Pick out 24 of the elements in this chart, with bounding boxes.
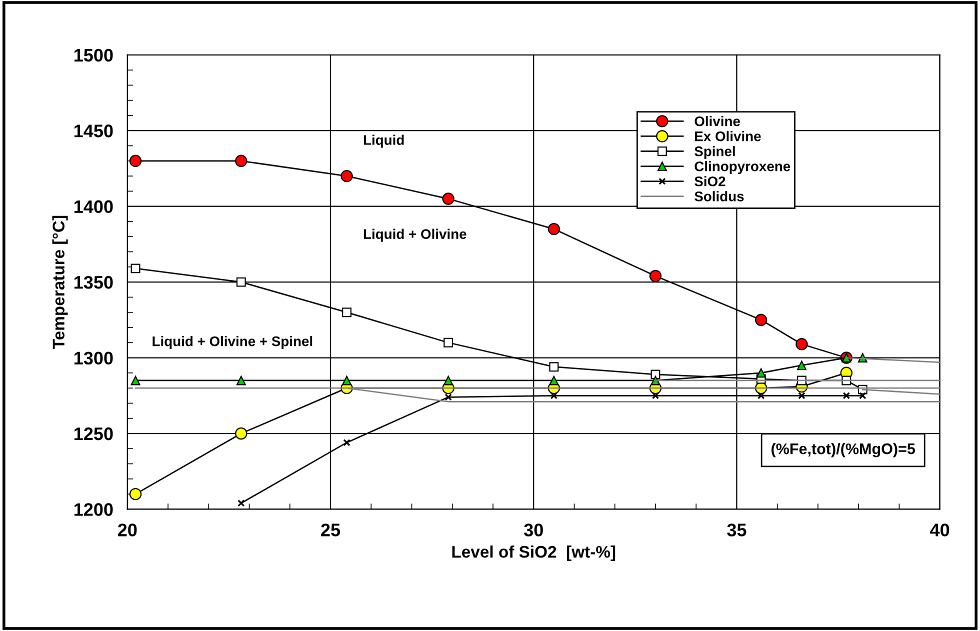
annotation: Liquid + Olivine [364, 228, 466, 242]
legend-label: Spinel [694, 146, 735, 159]
legend-label: Clinopyroxene [694, 161, 790, 174]
x-tick-label: 30 [524, 524, 543, 536]
x-tick-label: 20 [118, 524, 137, 536]
x-tick-label: 40 [930, 524, 950, 536]
legend-label: Olivine [694, 116, 740, 126]
y-tick-label: 1250 [74, 427, 113, 440]
annotation: Liquid + Olivine + Spinel [152, 336, 312, 349]
legend-label: Ex Olivine [695, 131, 761, 142]
annotation: (%Fe,tot)/(%MgO)=5 [772, 443, 916, 458]
y-tick-label: 1450 [74, 124, 113, 138]
y-tick-label: 1500 [74, 48, 113, 62]
y-tick-label: 1400 [74, 200, 113, 214]
x-axis-title: Level of SiO2 [wt-%] [452, 545, 616, 562]
y-tick-label: 1300 [74, 352, 113, 365]
y-axis-title: Temperature [°C] [52, 216, 68, 349]
x-tick-label: 35 [727, 524, 746, 536]
y-tick-label: 1350 [74, 276, 113, 289]
annotation: Liquid [364, 134, 404, 148]
legend-label: Solidus [694, 191, 744, 202]
y-tick-label: 1200 [74, 503, 113, 516]
legend-label: SiO2 [694, 176, 726, 186]
x-tick-label: 25 [321, 524, 340, 536]
